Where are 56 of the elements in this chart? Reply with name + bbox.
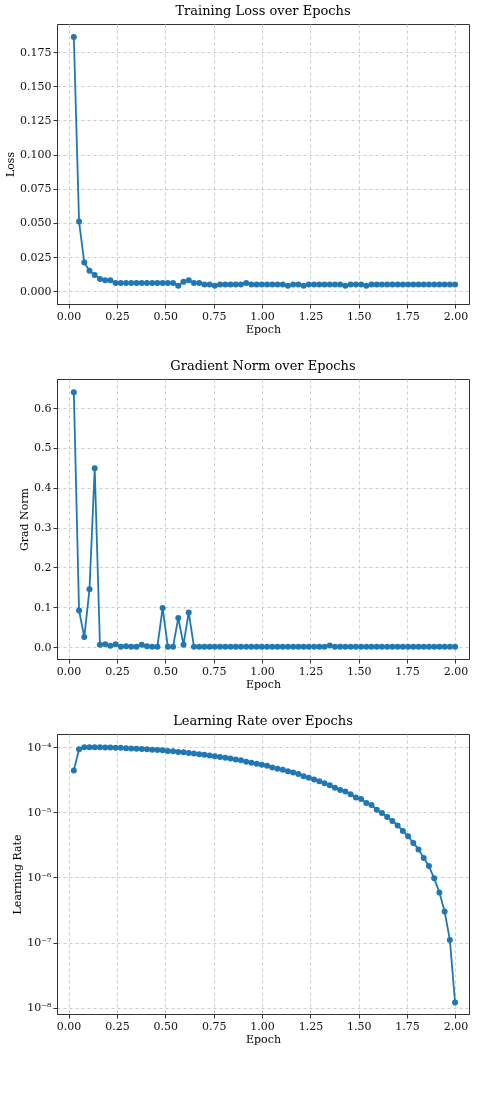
chart-title: Training Loss over Epochs (175, 3, 351, 18)
x-axis-title: Epoch (246, 322, 281, 336)
y-tick-label: 0.5 (34, 441, 52, 455)
x-tick-label: 0.00 (56, 309, 82, 323)
y-tick-label: 0.025 (20, 250, 52, 264)
chart-title: Gradient Norm over Epochs (170, 358, 356, 373)
y-tick-label: 0.0 (34, 640, 52, 654)
x-tick-label: 1.50 (347, 1019, 372, 1033)
y-tick-label: 0.050 (20, 216, 52, 230)
y-tick-label: 10⁻⁸ (27, 1001, 53, 1015)
x-tick-label: 0.75 (201, 664, 227, 678)
y-tick-label: 10⁻⁶ (27, 870, 53, 884)
x-tick-label: 0.25 (105, 309, 130, 323)
y-axis-title: Grad Norm (18, 487, 32, 552)
y-tick-label: 10⁻⁷ (27, 936, 53, 950)
x-tick-label: 1.75 (395, 1019, 420, 1033)
x-tick-label: 1.00 (250, 664, 275, 678)
y-tick-label: 10⁻⁴ (27, 740, 53, 754)
y-tick-label: 0.125 (20, 113, 52, 127)
x-tick-label: 0.75 (201, 309, 227, 323)
y-tick-label: 0.175 (20, 45, 52, 59)
y-tick-label: 0.150 (20, 79, 52, 93)
x-axis-title: Epoch (246, 1032, 281, 1046)
x-tick-label: 0.00 (56, 664, 82, 678)
y-tick-label: 0.1 (34, 600, 52, 614)
chart-title: Learning Rate over Epochs (173, 713, 353, 728)
x-tick-label: 1.00 (250, 309, 275, 323)
y-tick-label: 0.075 (20, 182, 52, 196)
x-tick-label: 0.50 (153, 1019, 179, 1033)
y-tick-label: 10⁻⁵ (27, 805, 52, 819)
x-tick-label: 2.00 (443, 664, 469, 678)
x-tick-label: 0.75 (201, 1019, 227, 1033)
x-tick-label: 0.50 (153, 664, 179, 678)
y-tick-label: 0.100 (20, 148, 52, 162)
y-tick-label: 0.2 (34, 560, 52, 574)
x-tick-label: 1.75 (395, 309, 420, 323)
x-tick-label: 1.25 (298, 309, 324, 323)
y-tick-label: 0.3 (34, 521, 52, 535)
y-axis-title: Loss (4, 151, 18, 178)
y-tick-label: 0.4 (34, 481, 52, 495)
x-tick-label: 2.00 (443, 1019, 469, 1033)
y-tick-label: 0.6 (34, 401, 52, 415)
x-tick-label: 0.25 (105, 664, 130, 678)
x-tick-label: 0.50 (153, 309, 179, 323)
x-tick-label: 1.50 (347, 309, 372, 323)
x-tick-label: 2.00 (443, 309, 469, 323)
x-tick-label: 1.00 (250, 1019, 275, 1033)
x-tick-label: 0.25 (105, 1019, 130, 1033)
x-tick-label: 1.25 (298, 664, 324, 678)
x-tick-label: 1.75 (395, 664, 420, 678)
y-axis-title: Learning Rate (11, 834, 25, 915)
y-tick-label: 0.000 (20, 284, 52, 298)
x-axis-title: Epoch (246, 677, 281, 691)
x-tick-label: 1.25 (298, 1019, 324, 1033)
x-tick-label: 1.50 (347, 664, 372, 678)
x-tick-label: 0.00 (56, 1019, 82, 1033)
